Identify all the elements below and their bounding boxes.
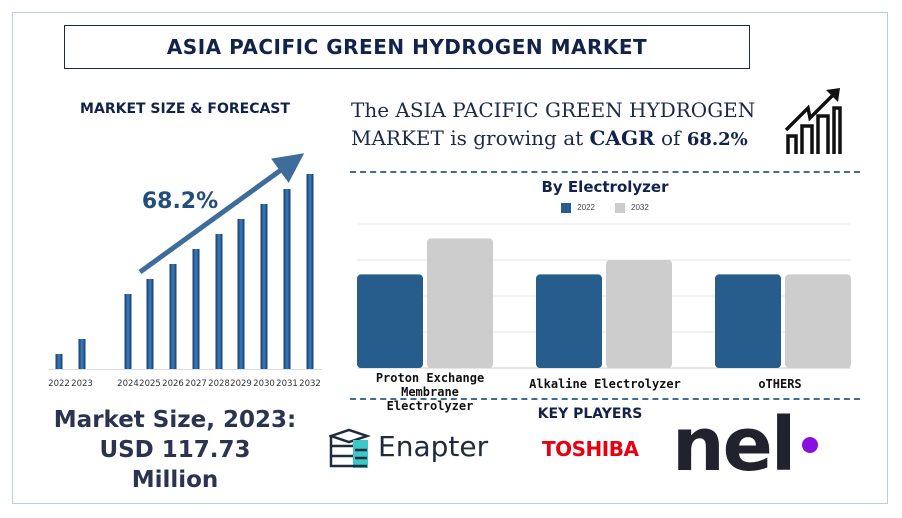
legend-swatch [615,203,625,213]
electrolyzer-chart [357,223,851,369]
x-tick-label: 2025 [139,379,161,389]
market-size-unit: Million [131,467,219,493]
forecast-bar [192,249,200,369]
cagr-word: CAGR [589,126,655,150]
cagr-annotation: 68.2% [142,189,218,214]
forecast-bar [146,279,154,369]
bar-2032 [427,238,493,368]
summary-line1: The ASIA PACIFIC GREEN HYDROGEN [351,98,756,122]
legend-label: 2032 [631,203,649,213]
forecast-bar [124,294,132,369]
chart-legend: 2022 2032 [350,203,860,213]
growth-chart-icon [784,88,842,154]
electrolyzer-chart-title: By Electrolyzer [541,178,669,196]
x-tick-label: 2022 [48,379,70,389]
forecast-bar [78,339,86,369]
x-tick-label: 2026 [162,379,184,389]
legend-item-2022: 2022 [561,203,595,213]
cagr-summary: The ASIA PACIFIC GREEN HYDROGEN MARKET i… [351,96,771,154]
divider [350,398,860,400]
bar-2032 [785,274,851,368]
x-tick-label: 2032 [299,379,321,389]
nel-logo: nel [672,402,796,488]
toshiba-logo: TOSHIBA [542,437,639,461]
forecast-bar [55,354,63,369]
x-tick-label: 2031 [276,379,298,389]
forecast-bar [260,204,268,369]
market-size-value: USD 117.73 [99,437,251,463]
x-tick-label: 2027 [185,379,207,389]
of-text: of [654,126,687,150]
forecast-bar [215,234,223,369]
legend-label: 2022 [577,203,595,213]
category-label: Proton Exchange Membrane Electrolyzer [375,371,485,413]
category-label: Alkaline Electrolyzer [529,377,681,391]
forecast-bar [237,219,245,369]
forecast-bar [306,174,314,369]
x-tick-label: 2028 [208,379,230,389]
x-tick-label: 2030 [253,379,275,389]
legend-item-2032: 2032 [615,203,649,213]
summary-line2: MARKET is growing at [351,126,590,150]
cagr-value: 68.2% [686,129,748,150]
bar-2022 [357,274,423,368]
forecast-chart: 68.2% 2022 2023 2024 2025 2026 2027 2028 2029 20… [48,153,322,389]
market-size-heading: MARKET SIZE & FORECAST [80,101,290,117]
legend-swatch [561,203,572,213]
category-label: oTHERS [758,377,802,391]
forecast-bar [283,189,291,369]
enapter-logo-icon [329,428,371,468]
x-tick-label: 2023 [71,379,93,389]
bar-2022 [715,274,781,368]
nel-dot-icon [802,437,818,453]
key-players-heading: KEY PLAYERS [537,406,643,422]
x-tick-label: 2024 [117,379,139,389]
x-tick-label: 2029 [230,379,252,389]
market-size-label: Market Size, 2023: [53,407,297,433]
bar-2032 [606,260,672,368]
page-title: ASIA PACIFIC GREEN HYDROGEN MARKET [64,25,750,69]
divider [350,171,860,173]
bar-2022 [536,274,602,368]
forecast-bar [169,264,177,369]
growth-arrow [138,153,305,275]
market-size-text: Market Size, 2023: USD 117.73 Million [30,405,320,495]
enapter-logo: Enapter [378,430,489,463]
border-frame [12,12,888,504]
